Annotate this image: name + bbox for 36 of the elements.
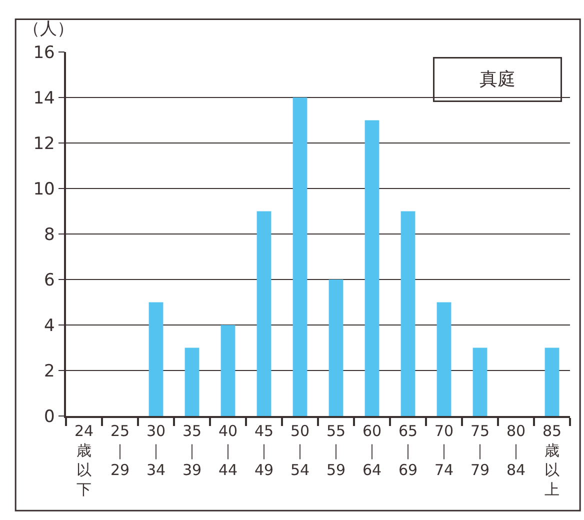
x-tick-label: 40｜44 <box>218 422 238 479</box>
x-tick-label: 55｜59 <box>326 422 346 479</box>
y-tick-label: 6 <box>44 270 55 290</box>
y-tick-label: 8 <box>44 224 55 245</box>
x-tick-label: 75｜79 <box>470 422 490 479</box>
x-tick-label: 50｜54 <box>290 422 310 479</box>
x-tick-label: 30｜34 <box>146 422 166 479</box>
bar <box>328 280 344 416</box>
x-tick-label: 25｜29 <box>110 422 130 479</box>
y-tick-label: 12 <box>33 134 55 154</box>
x-tick-label: 70｜74 <box>434 422 454 479</box>
y-tick-label: 2 <box>44 361 55 382</box>
text: 真庭 <box>480 69 516 90</box>
bar <box>256 211 272 416</box>
y-axis-title: （人） <box>23 19 74 39</box>
x-tick-label: 60｜64 <box>362 422 382 479</box>
y-tick-label: 10 <box>33 179 55 200</box>
x-tick-label: 35｜39 <box>182 422 202 479</box>
y-tick-label: 14 <box>33 88 55 108</box>
bar <box>148 302 164 416</box>
bar <box>292 98 308 416</box>
y-tick-label: 4 <box>44 316 55 336</box>
bar <box>472 348 488 416</box>
bar <box>220 325 236 416</box>
x-tick-label: 45｜49 <box>254 422 274 479</box>
bar <box>544 348 560 416</box>
bar <box>184 348 200 416</box>
x-tick-label: 65｜69 <box>398 422 418 479</box>
y-tick-label: 0 <box>44 406 55 427</box>
x-tick-label: 24歳以下 <box>74 422 94 498</box>
bar <box>436 302 452 416</box>
x-tick-label: 85歳以上 <box>542 422 562 498</box>
bar <box>364 120 380 416</box>
x-tick-label: 80｜84 <box>506 422 526 479</box>
y-tick-label: 16 <box>33 42 55 63</box>
bar <box>400 211 416 416</box>
